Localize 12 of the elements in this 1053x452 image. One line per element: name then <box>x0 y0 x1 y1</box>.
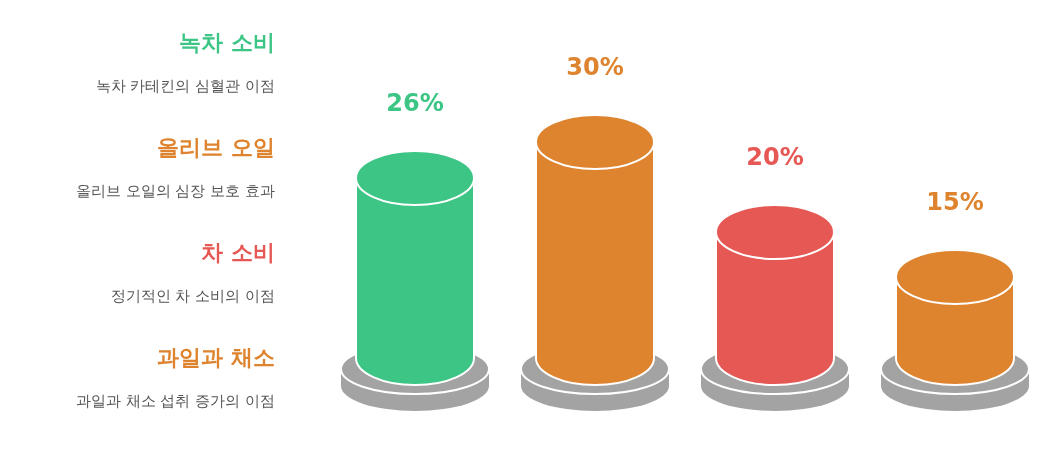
text: 올리브 오일 <box>157 135 275 160</box>
text: 차 소비 <box>201 240 275 265</box>
text: 올리브 오일의 심장 보호 효과 <box>75 182 275 200</box>
text: 과일과 채소 섭취 증가의 이점 <box>75 392 275 410</box>
data-label: 30% <box>566 53 624 81</box>
data-label: 20% <box>746 143 804 171</box>
text: 과일과 채소 <box>157 345 275 370</box>
text: 정기적인 차 소비의 이점 <box>110 287 275 305</box>
data-label: 15% <box>926 188 984 216</box>
data-label: 26% <box>386 89 444 117</box>
text: 녹차 소비 <box>179 30 275 55</box>
text: 녹차 카테킨의 심혈관 이점 <box>95 77 275 95</box>
